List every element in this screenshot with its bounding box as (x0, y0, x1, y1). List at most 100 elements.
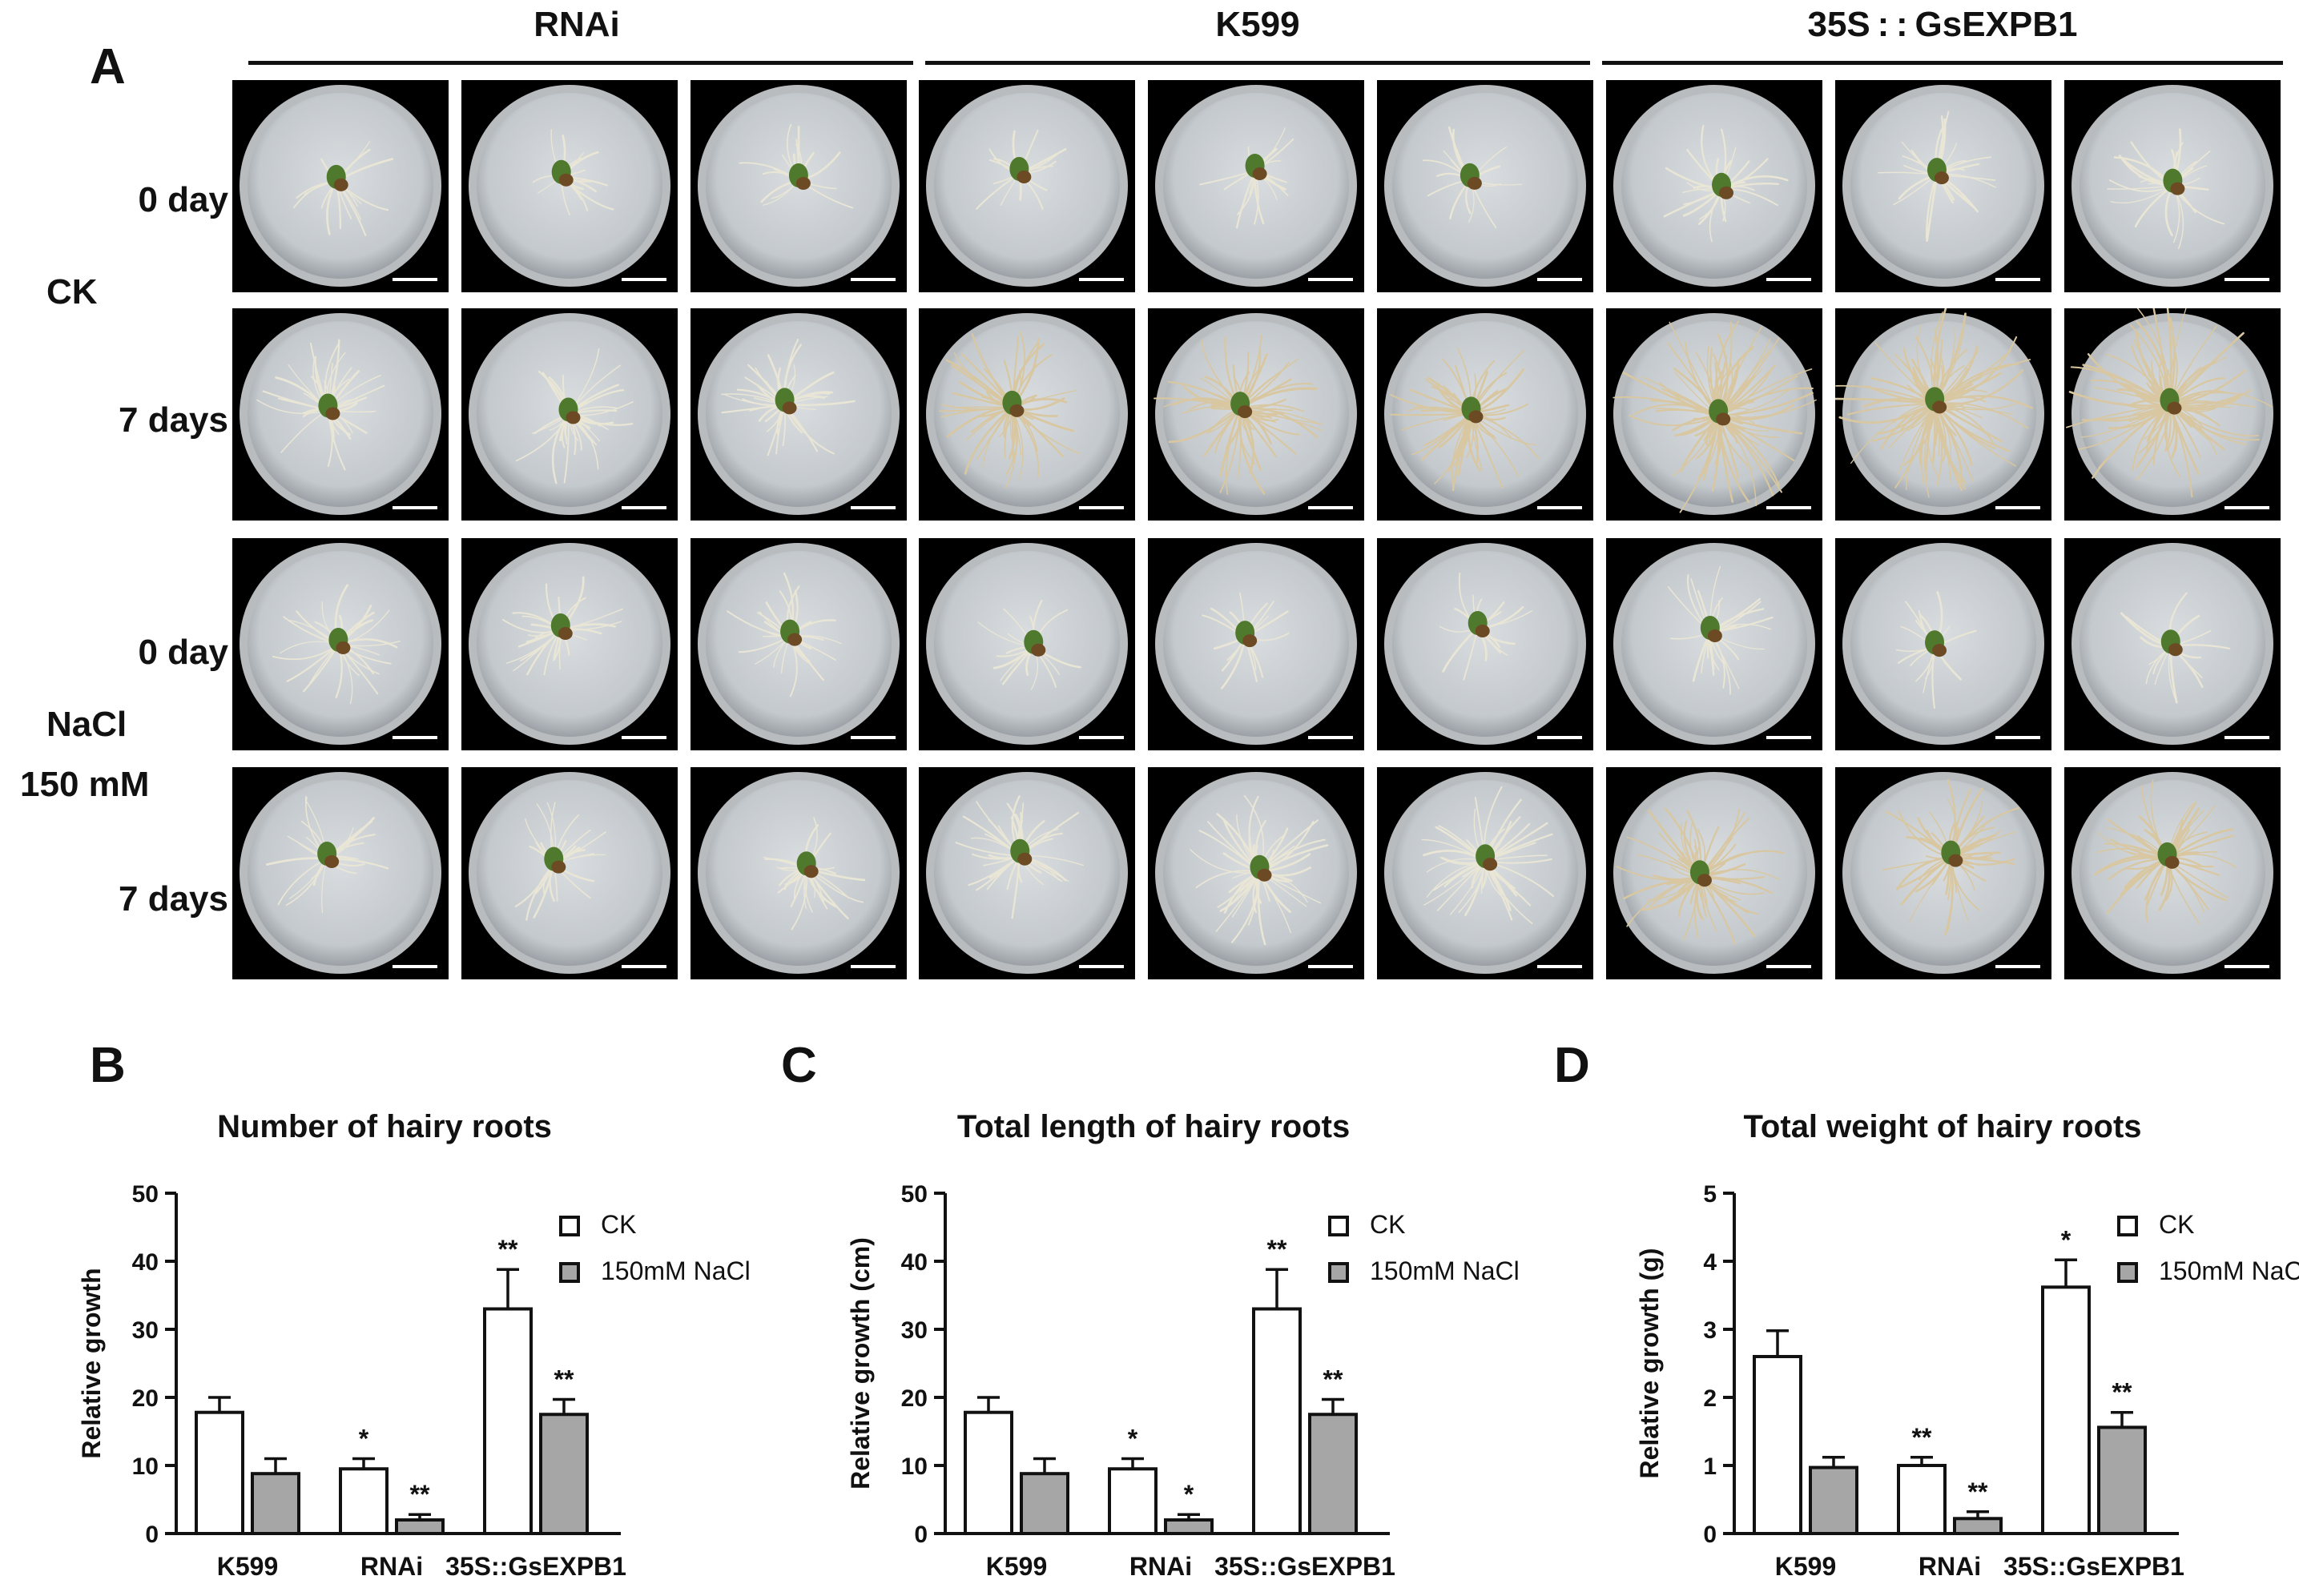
petri-dish-photo (1377, 767, 1593, 979)
petri-dish-photo (1606, 767, 1822, 979)
scale-bar (393, 736, 437, 739)
explant-base (1238, 405, 1253, 419)
row-label-nacl-0day: 0 day (138, 633, 228, 672)
bar-chart-svg: Total weight of hairy roots 0 1 2 3 4 5 Relativ… (1635, 1109, 2299, 1581)
significance-marker: * (2061, 1225, 2072, 1254)
petri-dish-photo (1148, 767, 1364, 979)
x-tick-label: RNAi (1919, 1552, 1981, 1581)
row-label-ck-7days: 7 days (119, 400, 228, 440)
bar (1108, 1467, 1158, 1535)
bar (339, 1467, 389, 1535)
hairy-root (1876, 403, 1936, 435)
hairy-root (1908, 857, 1951, 923)
panel-letter-a: A (90, 39, 126, 94)
hairy-root (2164, 404, 2181, 478)
hairy-root (1850, 403, 1935, 464)
petri-dish-photo (1148, 308, 1364, 521)
significance-marker: ** (1267, 1235, 1287, 1264)
petri-dish-photo (232, 308, 449, 521)
petri-dish-photo (2064, 538, 2281, 750)
petri-dish-photo (919, 80, 1135, 292)
hairy-root (2145, 858, 2168, 923)
hairy-root (1717, 399, 1817, 418)
explant-base (1468, 410, 1484, 424)
petri-dish-photo (919, 308, 1135, 521)
x-tick-label: K599 (217, 1552, 279, 1581)
legend-label: 150mM NaCl (601, 1256, 751, 1285)
panel-letter-d: D (1554, 1038, 1590, 1093)
explant-base (803, 865, 819, 878)
x-tick-label: 35S::GsEXPB1 (445, 1552, 626, 1581)
scale-bar (1308, 736, 1353, 739)
explant-base (566, 411, 581, 424)
group-line-k599 (925, 61, 1590, 65)
explant-base (551, 860, 566, 874)
legend-label: CK (2159, 1210, 2194, 1239)
group-line-35s (1602, 61, 2283, 65)
hairy-root (551, 413, 570, 484)
petri-dish-photo (1377, 80, 1593, 292)
hairy-root (1680, 415, 1720, 472)
scale-bar (1766, 965, 1811, 968)
y-tick-label: 0 (1703, 1522, 1717, 1548)
bar (251, 1472, 300, 1536)
hairy-root (2168, 392, 2273, 408)
group-label-35s: 35S : : GsEXPB1 (1807, 5, 2078, 44)
bar (2097, 1425, 2147, 1535)
panel-letter-b: B (90, 1038, 126, 1093)
petri-dish-photo (1606, 308, 1822, 521)
scale-bar (1537, 965, 1582, 968)
legend-label: 150mM NaCl (1370, 1256, 1520, 1285)
petri-dish-photo (2064, 767, 2281, 979)
bar (1164, 1518, 1214, 1535)
significance-marker: ** (554, 1365, 574, 1394)
scale-bar (1079, 506, 1124, 509)
bar (1953, 1517, 2003, 1535)
hairy-root (1238, 407, 1266, 495)
petri-dish-agar (1392, 780, 1578, 966)
scale-bar (1079, 965, 1124, 968)
hairy-root (2081, 404, 2171, 438)
scale-bar (1079, 736, 1124, 739)
petri-dish-photo (1148, 80, 1364, 292)
explant-base (558, 627, 573, 641)
chart-title: Total weight of hairy roots (1743, 1109, 2141, 1144)
explant-base (2168, 643, 2183, 657)
explant-base (2170, 182, 2185, 195)
chart-total-length-of-hairy-roots: Total length of hairy roots 0 10 20 30 40 50 Re… (769, 1089, 1562, 1596)
y-tick-label: 50 (901, 1181, 928, 1208)
bar-chart-svg: Number of hairy roots 0 10 20 30 40 50 Relative… (77, 1109, 751, 1581)
legend-swatch (559, 1262, 580, 1283)
chart-total-weight-of-hairy-roots: Total weight of hairy roots 0 1 2 3 4 5 Relativ… (1534, 1089, 2299, 1596)
petri-dish-photo (1377, 538, 1593, 750)
significance-marker: * (1184, 1480, 1194, 1509)
scale-bar (851, 736, 896, 739)
y-tick-label: 40 (132, 1249, 159, 1276)
hairy-root (2168, 332, 2245, 406)
petri-dish-photo (1606, 538, 1822, 750)
scale-bar (851, 278, 896, 281)
scale-bar (2225, 506, 2269, 509)
scale-bar (851, 965, 896, 968)
hairy-root (1225, 408, 1241, 495)
bar (483, 1307, 533, 1535)
significance-marker: * (1128, 1425, 1138, 1453)
bar (1897, 1464, 1947, 1535)
petri-dish-photo (691, 308, 907, 521)
explant-base (324, 854, 340, 868)
significance-marker: ** (1968, 1477, 1988, 1506)
bar (1753, 1355, 1802, 1535)
petri-dish-photo (1835, 308, 2051, 521)
hairy-root (2068, 391, 2171, 407)
x-tick-label: K599 (986, 1552, 1048, 1581)
chart-title: Total length of hairy roots (957, 1109, 1350, 1144)
hairy-root (1838, 403, 1936, 424)
y-tick-label: 0 (914, 1522, 928, 1548)
legend-label: 150mM NaCl (2159, 1256, 2299, 1285)
y-tick-label: 30 (901, 1317, 928, 1344)
petri-dish-photo (691, 80, 907, 292)
panel-letter-c: C (781, 1038, 817, 1093)
explant-base (558, 173, 574, 187)
scale-bar (1766, 736, 1811, 739)
scale-bar (622, 506, 666, 509)
